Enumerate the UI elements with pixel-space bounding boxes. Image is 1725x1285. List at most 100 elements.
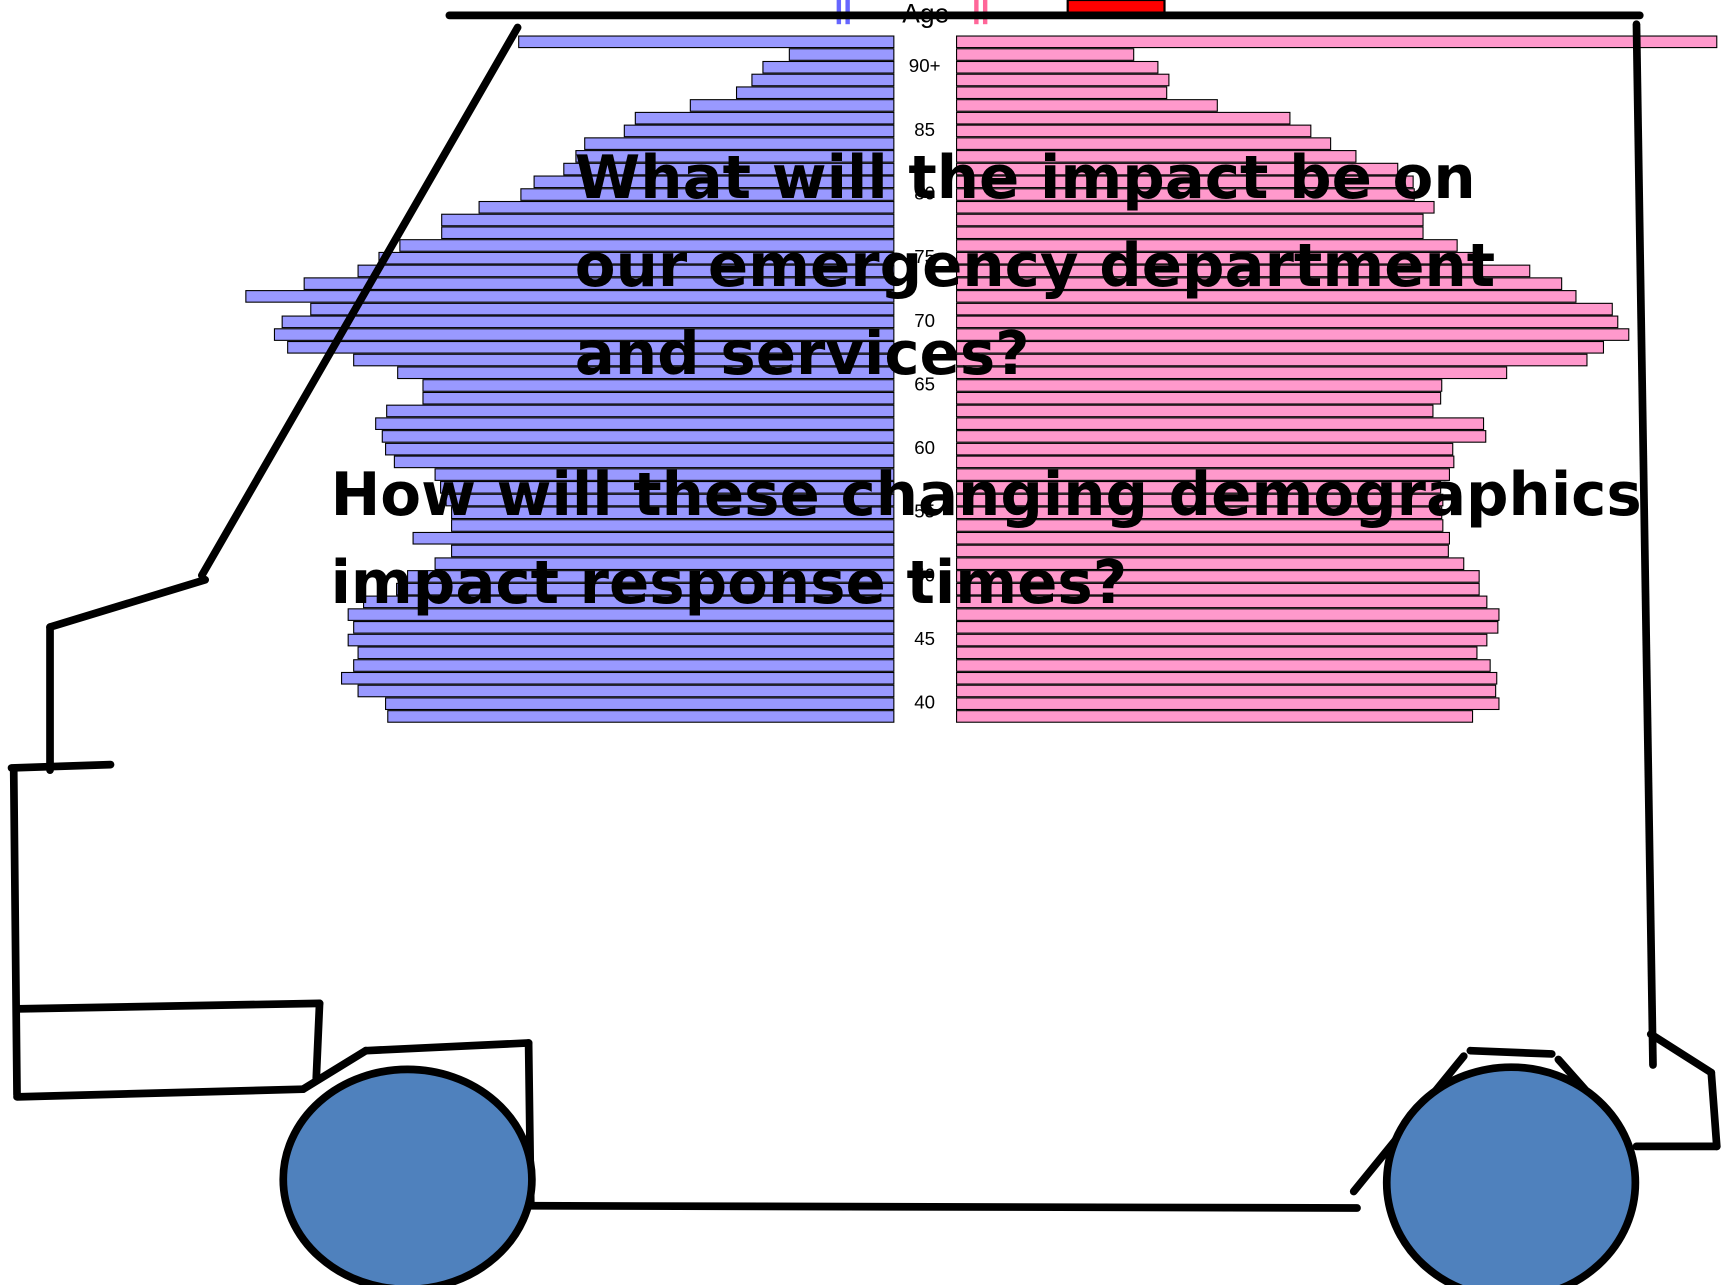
age-label: 75 [914, 246, 935, 267]
bar [956, 277, 1563, 290]
bar [445, 493, 895, 507]
bar [956, 531, 1450, 545]
bar [422, 379, 895, 392]
ambulance [7, 11, 1721, 1285]
bar [956, 633, 1488, 647]
bar [412, 531, 895, 545]
bar [956, 162, 1399, 176]
bar [396, 582, 895, 596]
bar [956, 188, 1415, 201]
bar [956, 379, 1443, 392]
bar [520, 188, 895, 201]
bar [956, 570, 1480, 583]
bar [399, 239, 895, 252]
question-line: How will these changing demographics [331, 461, 1642, 530]
bar [575, 150, 895, 163]
bar [956, 684, 1497, 698]
bar [956, 455, 1455, 469]
bar [353, 659, 895, 672]
bar [956, 608, 1500, 621]
age-label: 40 [914, 692, 935, 713]
bar [956, 557, 1465, 571]
age-label: 55 [914, 501, 935, 522]
bar [363, 595, 895, 609]
bar [956, 48, 1135, 61]
bar [788, 48, 895, 61]
age-label: 90+ [909, 55, 941, 76]
bar [956, 621, 1499, 634]
bar [956, 213, 1424, 227]
bar [956, 315, 1619, 329]
bar [397, 366, 895, 380]
bar [357, 684, 895, 698]
bar [689, 99, 895, 112]
bar [956, 86, 1168, 100]
bar [956, 150, 1357, 163]
question-line: impact response times? [331, 549, 1128, 618]
bar [762, 60, 895, 74]
question-line: What will the impact be on [575, 144, 1476, 213]
bar [956, 175, 1414, 189]
bar [287, 340, 895, 354]
age-label: 50 [914, 564, 935, 585]
bar [303, 277, 895, 290]
question-line: our emergency department [575, 232, 1495, 301]
bar [407, 570, 895, 583]
bar [956, 595, 1488, 609]
bar [422, 391, 895, 405]
age-label: 45 [914, 628, 935, 649]
bar [956, 659, 1491, 672]
bar [956, 328, 1630, 341]
bar [956, 302, 1613, 316]
bar [751, 73, 895, 87]
bar [381, 430, 895, 443]
bar [533, 175, 895, 189]
bar [353, 621, 895, 634]
bar [956, 391, 1442, 405]
bar [956, 366, 1508, 380]
bar [956, 226, 1424, 240]
age-label: 80 [914, 182, 935, 203]
bar [956, 646, 1478, 660]
bar [478, 200, 895, 214]
bar [451, 519, 895, 532]
bar [956, 417, 1485, 431]
bar [956, 251, 1478, 265]
bar [341, 671, 895, 685]
bar [375, 417, 895, 431]
age-label: 60 [914, 437, 935, 458]
bar [385, 697, 895, 711]
bar [956, 73, 1170, 87]
bar [387, 710, 895, 723]
bar [956, 697, 1500, 711]
bar [393, 455, 895, 469]
bar [956, 99, 1218, 112]
bar [441, 226, 895, 240]
bar [956, 340, 1605, 354]
bar [956, 506, 1443, 520]
bar [956, 264, 1531, 278]
bar [956, 111, 1291, 125]
bar [440, 480, 895, 494]
bar [956, 35, 1718, 49]
bar [956, 353, 1588, 367]
bar [634, 111, 895, 125]
bar [386, 404, 895, 418]
bar [735, 86, 895, 100]
bar [347, 633, 895, 647]
bar [451, 506, 895, 520]
bar [378, 251, 895, 265]
bar [956, 60, 1159, 74]
age-label: 85 [914, 119, 935, 140]
bar [956, 200, 1435, 214]
bar [956, 582, 1480, 596]
bar [518, 35, 895, 49]
bar [956, 442, 1454, 456]
bar [956, 430, 1487, 443]
bar [956, 493, 1444, 507]
bar [353, 353, 895, 367]
bar [956, 290, 1577, 303]
bar [956, 544, 1449, 558]
bar [357, 646, 895, 660]
